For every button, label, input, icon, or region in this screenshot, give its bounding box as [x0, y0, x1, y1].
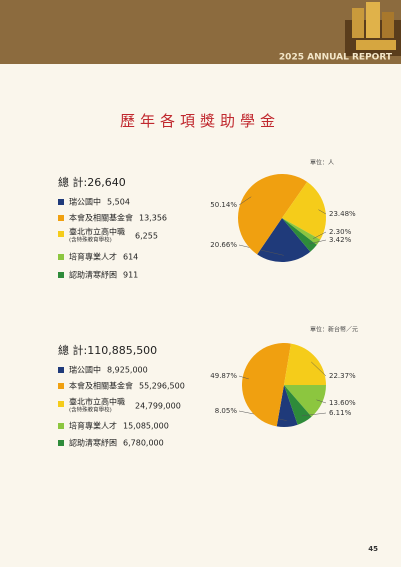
- pie-slice: [276, 385, 298, 427]
- legend-swatch: [58, 401, 64, 407]
- legend-amount: 6,780,000: [123, 439, 164, 448]
- data-label: 13.60%: [329, 399, 356, 407]
- legend-label: 培育專業人才: [69, 252, 117, 262]
- data-label: 23.48%: [329, 210, 356, 218]
- leader-line: [238, 375, 249, 380]
- pie-slice: [284, 385, 312, 425]
- legend-swatch: [58, 199, 64, 205]
- legend-note: (含特殊教育學校): [69, 236, 112, 244]
- unit-label: 單位：人: [310, 159, 334, 167]
- legend-label: 臺北市立高中職: [69, 397, 125, 407]
- legend-swatch: [58, 383, 64, 389]
- legend-note: (含特殊教育學校): [69, 406, 112, 414]
- legend-amount: 6,255: [135, 232, 158, 241]
- legend-amount: 911: [123, 271, 138, 280]
- leader-line: [301, 412, 327, 417]
- leader-line: [308, 239, 327, 245]
- pie-slice: [284, 343, 327, 386]
- header-title: 2025 ANNUAL REPORT: [279, 53, 393, 63]
- pie-slice: [282, 218, 317, 252]
- data-label: 50.14%: [210, 201, 237, 209]
- data-label: 8.05%: [215, 407, 238, 415]
- legend-label: 臺北市立高中職: [69, 227, 125, 237]
- pie-slice: [282, 181, 326, 240]
- pie-slice: [238, 174, 308, 255]
- leader-line: [316, 399, 327, 404]
- data-label: 22.37%: [329, 372, 356, 380]
- total-label: 總 計:26,640: [58, 175, 126, 189]
- total-prefix: 總 計:: [58, 343, 87, 357]
- page-number: 45: [368, 545, 378, 553]
- data-label: 20.66%: [210, 241, 237, 249]
- legend-swatch: [58, 254, 64, 260]
- total-value: 26,640: [87, 176, 126, 189]
- header-decoration: [345, 2, 401, 56]
- legend-swatch: [58, 423, 64, 429]
- total-prefix: 總 計:: [58, 175, 87, 189]
- leader-line: [311, 361, 327, 377]
- leader-line: [313, 231, 327, 239]
- legend-amount: 13,356: [139, 214, 167, 223]
- legend-swatch: [58, 367, 64, 373]
- data-label: 49.87%: [210, 372, 237, 380]
- header-band: [0, 0, 401, 64]
- legend-label: 認助清寒紓困: [69, 270, 117, 280]
- total-label: 總 計:110,885,500: [58, 343, 157, 357]
- data-label: 3.42%: [329, 236, 352, 244]
- legend-label: 瑞公國中: [69, 365, 101, 375]
- data-label: 6.11%: [329, 409, 352, 417]
- leader-line: [238, 196, 252, 206]
- leader-line: [318, 209, 327, 215]
- unit-label: 單位：新台幣／元: [310, 326, 358, 334]
- legend-label: 本會及相關基金會: [69, 213, 133, 223]
- legend-amount: 24,799,000: [135, 402, 181, 411]
- legend-amount: 55,296,500: [139, 382, 185, 391]
- legend-swatch: [58, 272, 64, 278]
- legend-label: 認助清寒紓困: [69, 438, 117, 448]
- pie-slice: [282, 218, 321, 245]
- leader-line: [238, 244, 284, 256]
- legend-swatch: [58, 231, 64, 237]
- pie-slice: [257, 218, 311, 263]
- pie-slice: [242, 343, 291, 427]
- total-value: 110,885,500: [87, 344, 157, 357]
- legend-label: 瑞公國中: [69, 197, 101, 207]
- legend-amount: 15,085,000: [123, 422, 169, 431]
- legend-amount: 5,504: [107, 198, 130, 207]
- legend-swatch: [58, 440, 64, 446]
- data-label: 2.30%: [329, 228, 352, 236]
- legend-label: 本會及相關基金會: [69, 381, 133, 391]
- page-title: 歷年各項獎助學金: [120, 112, 280, 130]
- legend-label: 培育專業人才: [69, 421, 117, 431]
- legend-amount: 8,925,000: [107, 366, 148, 375]
- pie-slice: [284, 385, 326, 417]
- legend-amount: 614: [123, 253, 138, 262]
- legend-swatch: [58, 215, 64, 221]
